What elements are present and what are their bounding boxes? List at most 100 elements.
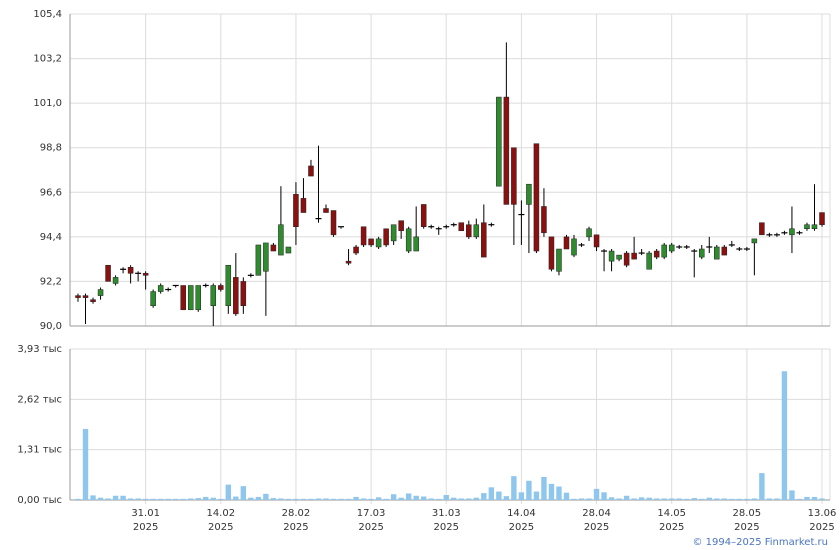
volume-bar bbox=[646, 497, 652, 500]
volume-bar bbox=[330, 498, 337, 500]
candle-body bbox=[804, 224, 810, 230]
volume-bar bbox=[368, 498, 374, 500]
volume-bar bbox=[75, 498, 81, 500]
copyright: © 1994–2025 Finmarket.ru bbox=[692, 537, 828, 548]
volume-bar bbox=[556, 486, 562, 500]
candle-body bbox=[285, 246, 292, 254]
candle-body bbox=[218, 285, 224, 290]
candle-body bbox=[466, 224, 472, 238]
candle-body bbox=[323, 208, 329, 213]
volume-bar bbox=[668, 498, 675, 500]
volume-bar bbox=[774, 498, 780, 500]
candle-body bbox=[180, 285, 186, 311]
candle-body bbox=[496, 96, 502, 187]
y-tick-label: 1,31 тыс bbox=[17, 445, 62, 456]
candle-body bbox=[405, 228, 412, 252]
x-tick-label: 14.04 bbox=[507, 508, 536, 519]
volume-bar bbox=[248, 497, 254, 500]
candle-body bbox=[383, 228, 389, 246]
y-tick-label: 96,6 bbox=[40, 187, 62, 198]
volume-bar bbox=[263, 493, 269, 500]
volume-bar bbox=[413, 495, 419, 500]
candle-body bbox=[240, 281, 247, 306]
candle-body bbox=[112, 277, 119, 284]
volume-bar bbox=[436, 498, 442, 500]
volume-bar bbox=[172, 498, 179, 500]
candle-body bbox=[157, 285, 164, 292]
candle-body bbox=[751, 238, 758, 244]
volume-bar bbox=[82, 428, 89, 500]
volume-bar bbox=[526, 480, 532, 500]
candle-body bbox=[661, 244, 667, 258]
volume-bar bbox=[488, 487, 495, 500]
volume-bar bbox=[608, 497, 615, 500]
volume-bar bbox=[721, 498, 728, 500]
candle-body bbox=[225, 264, 232, 306]
x-tick-label: 14.05 bbox=[657, 508, 686, 519]
volume-bar bbox=[270, 498, 277, 500]
candle-body bbox=[526, 183, 532, 205]
candle-body bbox=[278, 224, 284, 256]
y-tick-label: 105,4 bbox=[33, 9, 62, 20]
volume-bar bbox=[473, 497, 480, 500]
x-tick-label: 2025 bbox=[659, 522, 684, 533]
volume-bar bbox=[142, 498, 149, 500]
volume-bar bbox=[684, 498, 690, 500]
volume-bar bbox=[691, 498, 697, 500]
volume-bar bbox=[451, 497, 457, 500]
x-tick-label: 28.05 bbox=[733, 508, 762, 519]
candle-body bbox=[623, 252, 630, 266]
candle-body bbox=[330, 210, 337, 236]
candle-body bbox=[263, 242, 269, 272]
volume-bar bbox=[571, 498, 577, 500]
candle-body bbox=[481, 222, 487, 258]
y-tick-label: 98,8 bbox=[40, 143, 62, 154]
y-tick-label: 90,0 bbox=[40, 321, 62, 332]
volume-bar bbox=[390, 494, 397, 500]
candle-body bbox=[473, 224, 480, 238]
candle-body bbox=[556, 248, 562, 272]
volume-bar bbox=[759, 473, 765, 500]
volume-bar bbox=[511, 476, 517, 500]
volume-bar bbox=[233, 496, 239, 500]
candle-body bbox=[593, 234, 600, 248]
volume-bar bbox=[563, 492, 570, 500]
volume-bar bbox=[744, 498, 750, 500]
x-tick-label: 2025 bbox=[208, 522, 233, 533]
volume-bar bbox=[781, 371, 788, 500]
volume-bar bbox=[203, 496, 209, 500]
candle-body bbox=[293, 194, 299, 227]
volume-bar bbox=[518, 492, 525, 500]
volume-bar bbox=[105, 498, 111, 500]
candle-body bbox=[631, 252, 637, 260]
candle-body bbox=[375, 238, 382, 248]
candle-body bbox=[360, 226, 367, 246]
volume-bar bbox=[293, 498, 299, 500]
candle-body bbox=[563, 236, 570, 250]
volume-bar bbox=[398, 497, 404, 500]
volume-bar bbox=[766, 498, 773, 500]
x-tick-label: 28.02 bbox=[282, 508, 311, 519]
volume-bar bbox=[593, 488, 600, 500]
candle-body bbox=[511, 147, 517, 205]
candle-body bbox=[789, 228, 795, 236]
volume-bar bbox=[323, 498, 329, 500]
candle-body bbox=[646, 252, 652, 270]
volume-bar bbox=[150, 498, 156, 500]
volume-bar bbox=[616, 498, 622, 500]
candle-body bbox=[699, 248, 705, 258]
volume-bar bbox=[90, 495, 96, 500]
volume-bar bbox=[586, 498, 592, 500]
volume-bar bbox=[458, 498, 464, 500]
candle-body bbox=[187, 285, 194, 311]
x-tick-label: 31.03 bbox=[432, 508, 461, 519]
candle-body bbox=[398, 220, 404, 232]
candle-body bbox=[300, 198, 307, 213]
candle-body bbox=[150, 291, 156, 306]
volume-bar bbox=[405, 493, 412, 500]
candle-body bbox=[127, 266, 134, 274]
volume-bar bbox=[541, 476, 547, 500]
volume-bar bbox=[736, 498, 743, 500]
volume-bar bbox=[631, 498, 637, 500]
x-tick-label: 2025 bbox=[509, 522, 534, 533]
